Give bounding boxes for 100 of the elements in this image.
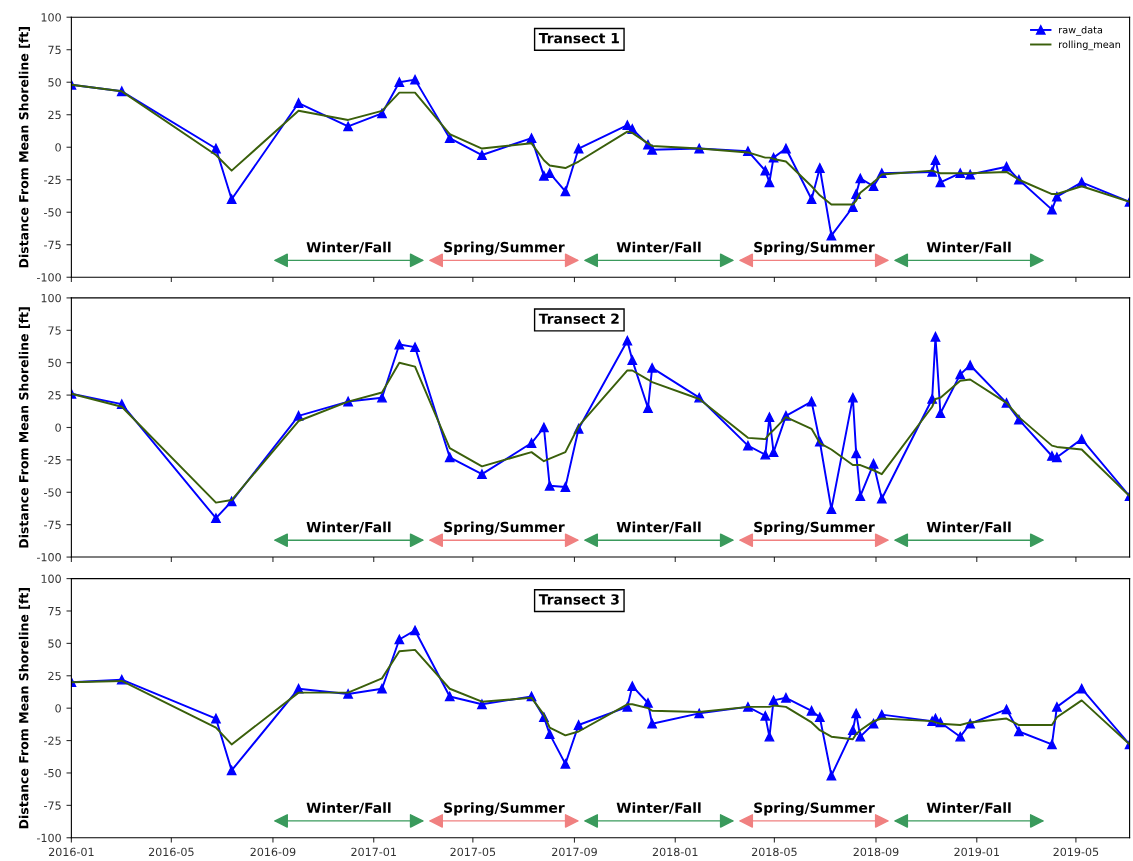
- point: [410, 74, 420, 85]
- point: [760, 165, 771, 176]
- point: [394, 634, 405, 645]
- point: [876, 493, 887, 504]
- annotation: Winter/Fall: [926, 241, 1011, 254]
- point: [560, 186, 571, 197]
- point: [544, 729, 555, 739]
- y-tick-label: -75: [44, 240, 61, 250]
- point: [847, 725, 858, 736]
- text: Transect 2: [538, 313, 619, 324]
- point: [647, 718, 657, 729]
- point: [622, 335, 633, 346]
- point: [539, 170, 549, 181]
- point: [935, 177, 946, 188]
- point: [935, 408, 946, 419]
- point: [764, 412, 775, 422]
- y-tick-label: 50: [48, 358, 61, 368]
- annotation: Winter/Fall: [616, 521, 701, 534]
- point: [394, 77, 405, 88]
- point: [768, 695, 779, 706]
- y-axis-title: Distance From Mean Shoreline [ft]: [18, 588, 30, 829]
- y-tick-label: 100: [41, 293, 61, 303]
- point: [1014, 726, 1024, 737]
- point: [781, 692, 791, 703]
- x-tick-label: 2019-01: [954, 847, 999, 857]
- point: [768, 447, 779, 457]
- y-tick-label: 0: [55, 704, 61, 713]
- x-tick-label: 2019-05: [1053, 847, 1099, 857]
- y-axis-title: Distance From Mean Shoreline [ft]: [18, 307, 30, 548]
- x-tick-label: 2017-09: [552, 847, 597, 857]
- x-tick-label: 2018-09: [853, 847, 899, 857]
- x-tick-label: 2017-05: [450, 847, 496, 857]
- y-tick-label: -100: [36, 273, 61, 282]
- y-tick-label: 25: [48, 110, 61, 120]
- y-tick-label: 0: [55, 423, 61, 432]
- legend-label: rolling_mean: [1059, 40, 1121, 51]
- point: [1052, 702, 1062, 712]
- y-tick-label: -50: [44, 208, 61, 217]
- point: [211, 513, 221, 524]
- y-tick-label: 25: [48, 671, 61, 681]
- point: [1001, 161, 1012, 172]
- y-tick-label: -100: [36, 833, 61, 843]
- point: [573, 143, 584, 154]
- annotation: Winter/Fall: [926, 802, 1011, 815]
- y-tick-label: 100: [41, 13, 61, 22]
- point: [847, 392, 858, 403]
- point: [293, 410, 304, 421]
- point: [955, 369, 966, 380]
- y-tick-label: 75: [48, 326, 61, 335]
- point: [573, 720, 584, 730]
- point: [643, 403, 653, 413]
- y-tick-label: 100: [41, 574, 61, 583]
- annotation: Spring/Summer: [754, 241, 875, 256]
- point: [806, 705, 817, 716]
- y-tick-label: -100: [36, 553, 61, 562]
- point: [760, 449, 771, 460]
- point: [560, 759, 571, 769]
- point: [855, 491, 866, 502]
- point: [343, 121, 353, 132]
- x-tick-label: 2016-05: [148, 847, 194, 857]
- point: [764, 177, 775, 188]
- point: [855, 173, 866, 184]
- annotation: Spring/Summer: [444, 802, 565, 816]
- point: [226, 194, 237, 205]
- annotation: Winter/Fall: [616, 241, 701, 254]
- annotation: Spring/Summer: [754, 802, 875, 816]
- point: [826, 770, 837, 781]
- annotation: Winter/Fall: [306, 521, 391, 534]
- y-tick-label: 75: [48, 607, 61, 616]
- point: [760, 711, 771, 721]
- point: [377, 683, 387, 694]
- point: [293, 98, 304, 108]
- point: [377, 392, 387, 403]
- point: [410, 625, 420, 636]
- annotation: Spring/Summer: [444, 521, 565, 536]
- point: [643, 698, 653, 708]
- y-axis-title: Distance From Mean Shoreline [ft]: [18, 27, 30, 268]
- y-tick-label: -25: [44, 455, 61, 465]
- y-tick-label: 50: [48, 78, 61, 87]
- point: [444, 691, 455, 702]
- point: [855, 731, 866, 742]
- annotation: Spring/Summer: [754, 521, 875, 536]
- point: [647, 363, 657, 373]
- x-tick-label: 2018-05: [751, 847, 797, 857]
- point: [847, 202, 858, 212]
- point: [1076, 683, 1087, 694]
- point: [1001, 704, 1012, 715]
- point: [1047, 204, 1057, 215]
- point: [965, 360, 976, 371]
- point: [764, 731, 775, 742]
- y-tick-label: -50: [44, 768, 61, 778]
- point: [743, 440, 753, 451]
- annotation: Winter/Fall: [306, 241, 391, 254]
- point: [526, 133, 537, 143]
- y-tick-label: -25: [44, 175, 61, 185]
- point: [211, 713, 221, 724]
- annotation: Spring/Summer: [444, 241, 565, 256]
- point: [544, 480, 555, 491]
- point: [444, 452, 455, 463]
- point: [955, 731, 966, 742]
